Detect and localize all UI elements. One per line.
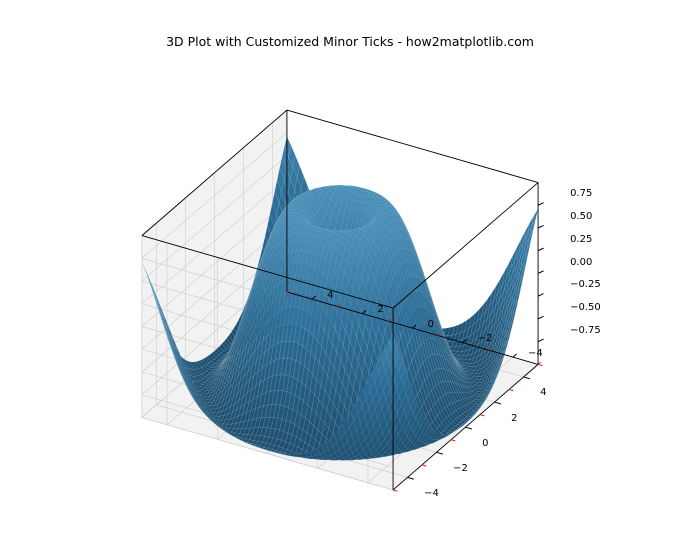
y-tick-label: 4 xyxy=(327,290,333,301)
y-tick-label: −2 xyxy=(478,333,493,344)
figure: 3D Plot with Customized Minor Ticks - ho… xyxy=(0,0,700,560)
x-tick-label: 2 xyxy=(511,413,517,424)
z-tick-label: 0.25 xyxy=(570,234,592,245)
x-tick-label: 0 xyxy=(482,438,488,449)
y-tick-label: 2 xyxy=(377,304,383,315)
x-tick-label: 4 xyxy=(540,387,546,398)
z-tick-label: 0.50 xyxy=(570,211,592,222)
z-tick-label: −0.50 xyxy=(570,302,601,313)
x-tick-label: −4 xyxy=(424,488,439,499)
y-tick-label: 0 xyxy=(428,319,434,330)
y-tick-label: −4 xyxy=(528,348,543,359)
z-tick-label: 0.75 xyxy=(570,188,592,199)
z-tick-label: 0.00 xyxy=(570,257,592,268)
x-tick-label: −2 xyxy=(453,463,468,474)
z-tick-label: −0.75 xyxy=(570,325,601,336)
z-tick-label: −0.25 xyxy=(570,279,601,290)
